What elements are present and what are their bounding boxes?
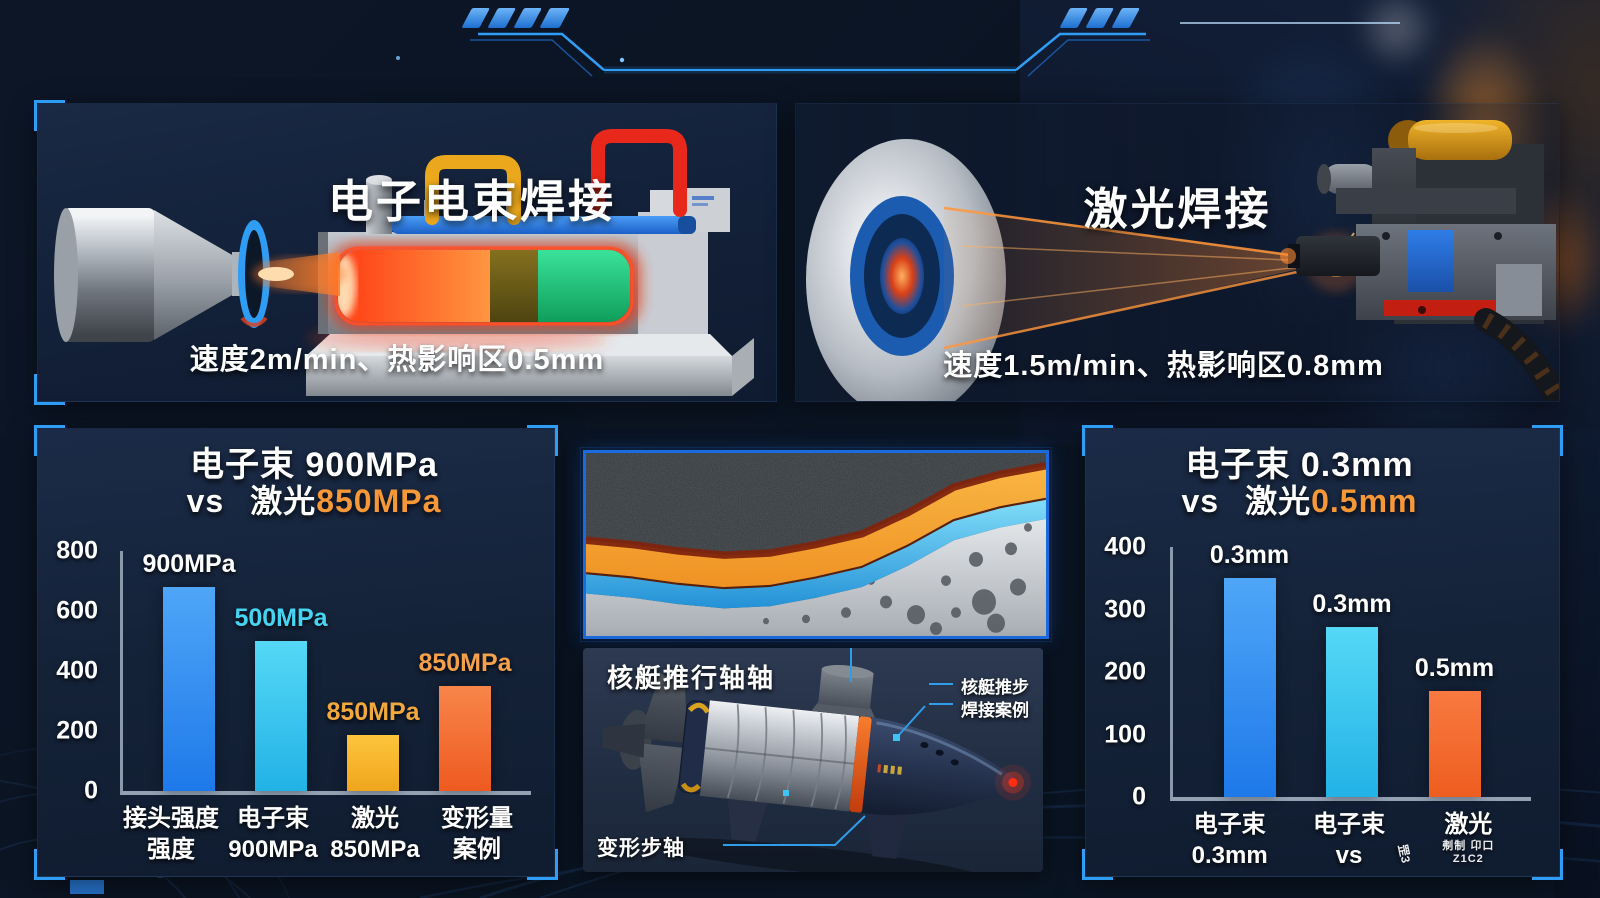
electron-beam-illustration (54, 129, 754, 396)
x-axis-sub-note: 刜制 卬口 (1442, 840, 1495, 853)
bar (1428, 691, 1481, 797)
background-machinery-edge (1554, 430, 1600, 898)
bar (439, 686, 491, 791)
bar-group: 0.3mm (1312, 590, 1392, 797)
corner-bracket (527, 849, 558, 880)
strength-chart-title: 电子束 900MPa vs 激光850MPa (186, 446, 442, 519)
bar-group: 900MPa (142, 550, 236, 791)
x-axis-label: 电子束 900MPa (228, 805, 318, 864)
electron-beam-panel: 电子电束焊接 速度2m/min、热影响区0.5mm (34, 100, 777, 405)
x-axis-label: 激光 850MPa (330, 805, 420, 864)
corner-bracket (34, 849, 65, 880)
bar-group: 850MPa (326, 698, 420, 791)
x-axis: 接头强度 强度 电子束 900MPa 激光 850MPa 变形量 案例 (120, 803, 528, 865)
x-axis: 电子束 0.3mm 电子束 vs 罡3 激光 刜制 卬口 Z1C2 (1170, 809, 1528, 871)
laser-welding-illustration (806, 120, 1559, 401)
torpedo-callout-deform-axis: 变形步轴 (597, 837, 685, 860)
torpedo-callout-weld-case: 核艇推步 焊接案例 (961, 678, 1029, 721)
x-axis-label: 电子束 0.3mm (1191, 811, 1268, 870)
electron-panel-title: 电子电束焊接 (327, 176, 616, 228)
bar-value-label: 500MPa (234, 604, 328, 632)
corner-bracket (1532, 849, 1563, 880)
corner-bracket (1532, 425, 1563, 456)
electron-panel-subtitle: 速度2m/min、热影响区0.5mm (189, 344, 605, 376)
plot-area: 0.3mm 0.3mm 0.5mm (1170, 541, 1531, 801)
x-axis-label: 变形量 案例 (441, 805, 513, 864)
torpedo-title: 核艇推行轴轴 (607, 663, 776, 693)
y-axis-tick: 200 (56, 716, 98, 745)
strength-chart-panel: 电子束 900MPa vs 激光850MPa 800 600 400 200 0 900M… (34, 425, 558, 880)
y-axis-tick: 300 (1104, 595, 1146, 623)
y-axis-tick: 0 (84, 776, 98, 805)
bar-value-label: 0.5mm (1414, 654, 1495, 682)
bar-value-label: 0.3mm (1312, 590, 1392, 618)
bar-value-label: 850MPa (418, 649, 512, 677)
x-axis-sub-note: Z1C2 (1452, 852, 1484, 865)
bars: 0.3mm 0.3mm 0.5mm (1173, 541, 1531, 797)
corner-bracket (34, 425, 65, 456)
callout-lines (723, 648, 953, 846)
torpedo-panel: 核艇推行轴轴 核艇推步 焊接案例 变形步轴 (583, 648, 1043, 872)
y-axis: 800 600 400 200 0 (40, 537, 112, 805)
bar (163, 587, 215, 791)
bars: 900MPa 500MPa 850MPa 850MPa (123, 550, 531, 791)
y-axis-tick: 800 (56, 536, 98, 565)
haz-chart-title: 电子束 0.3mm vs 激光0.5mm (1181, 446, 1418, 519)
bar-group: 500MPa (234, 604, 328, 791)
plot-area: 900MPa 500MPa 850MPa 850MPa (120, 550, 531, 795)
y-axis-tick: 600 (56, 596, 98, 625)
bar (347, 735, 399, 791)
bar-value-label: 850MPa (326, 698, 420, 726)
x-axis-label: 电子束 vs 罡3 (1312, 811, 1413, 870)
weld-cross-section-art (585, 453, 1047, 636)
bar (1223, 578, 1276, 797)
bar (255, 641, 307, 791)
bar (1326, 627, 1378, 797)
y-axis: 400 300 200 100 0 (1088, 533, 1160, 811)
x-axis-label: 接头强度 强度 (123, 805, 219, 864)
weld-cross-section-image (580, 447, 1052, 642)
y-axis-tick: 100 (1104, 720, 1146, 748)
y-axis-tick: 400 (56, 656, 98, 685)
x-axis-label: 激光 刜制 卬口 Z1C2 (1409, 809, 1528, 871)
bar-group: 850MPa (418, 649, 512, 791)
y-axis-tick: 400 (1104, 532, 1146, 561)
bar-group: 0.5mm (1415, 654, 1494, 797)
haz-chart-panel: 电子束 0.3mm vs 激光0.5mm 400 300 200 100 0 0.3mm 0… (1082, 425, 1563, 880)
y-axis-tick: 0 (1132, 782, 1146, 811)
y-axis-tick: 200 (1104, 657, 1146, 686)
laser-panel-subtitle: 速度1.5m/min、热影响区0.8mm (943, 350, 1384, 382)
header-tech-lines (150, 8, 1600, 77)
laser-panel-title: 激光焊接 (1083, 184, 1272, 234)
corner-bracket (1082, 849, 1113, 880)
bar-value-label: 0.3mm (1209, 541, 1290, 569)
bar-group: 0.3mm (1210, 541, 1289, 797)
bar-value-label: 900MPa (142, 550, 236, 578)
laser-panel: 激光焊接 速度1.5m/min、热影响区0.8mm (795, 103, 1560, 402)
torpedo-illustration (602, 648, 1031, 872)
